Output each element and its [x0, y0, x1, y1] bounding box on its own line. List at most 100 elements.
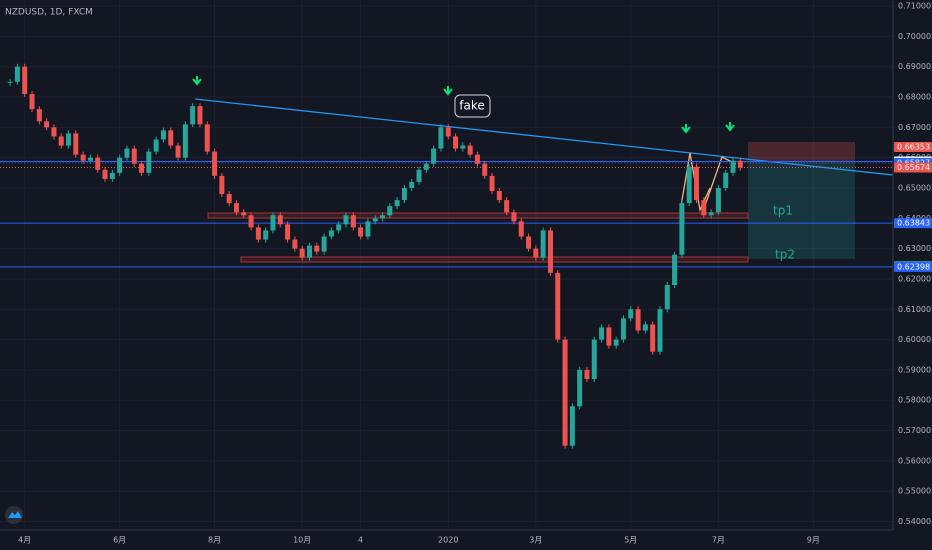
- down-arrow: [681, 124, 691, 134]
- candle: [204, 124, 210, 152]
- candle: [562, 339, 568, 446]
- x-tick-label: 8月: [208, 536, 221, 545]
- target-zone: [748, 162, 855, 259]
- candle: [29, 93, 35, 110]
- candle: [343, 215, 349, 225]
- x-tick-label: 4月: [18, 536, 31, 545]
- candle: [321, 236, 327, 252]
- candle: [467, 145, 473, 155]
- candle: [160, 130, 166, 140]
- candles: [7, 63, 743, 449]
- price-tag: [894, 141, 932, 152]
- candle: [124, 148, 130, 158]
- support-zone: [207, 212, 749, 219]
- candle: [153, 139, 159, 152]
- candle: [233, 203, 239, 213]
- candle: [299, 248, 305, 258]
- price-tag-label: 0.65674: [897, 163, 930, 172]
- candle: [701, 200, 707, 216]
- candle: [409, 181, 415, 188]
- candle: [620, 318, 626, 340]
- price-tag-label: 0.66353: [897, 142, 930, 151]
- y-tick-label: 0.55000: [898, 487, 931, 496]
- candle: [226, 194, 232, 204]
- candle: [285, 224, 291, 240]
- candle: [489, 175, 495, 192]
- candle: [416, 169, 422, 182]
- candle: [657, 309, 663, 352]
- candle: [109, 172, 115, 179]
- x-tick-label: 7月: [712, 536, 725, 545]
- candle: [650, 324, 656, 352]
- price-tag-label: 0.62398: [897, 262, 930, 271]
- candle: [569, 406, 575, 446]
- y-tick-label: 0.71000: [898, 2, 931, 11]
- candle: [599, 327, 605, 340]
- candle: [80, 154, 86, 161]
- candle: [672, 254, 678, 286]
- price-tag-label: 0.63843: [897, 219, 930, 228]
- candle: [423, 163, 429, 170]
- candle: [708, 212, 714, 216]
- candle: [723, 172, 729, 188]
- candle: [518, 221, 524, 237]
- candle: [219, 175, 225, 195]
- candle: [715, 187, 721, 213]
- candle: [628, 309, 634, 319]
- stop-zone: [748, 142, 855, 162]
- y-tick-label: 0.61000: [898, 305, 931, 314]
- candle: [197, 106, 203, 125]
- candle: [380, 215, 386, 219]
- candle: [212, 151, 218, 176]
- candle: [7, 81, 13, 83]
- candle: [737, 160, 743, 168]
- candle: [693, 166, 699, 201]
- candle: [635, 309, 641, 331]
- candle: [642, 324, 648, 331]
- candle: [474, 154, 480, 164]
- candle: [277, 215, 283, 225]
- candle: [358, 227, 364, 237]
- candle: [14, 66, 20, 82]
- candle: [365, 221, 371, 237]
- candle: [591, 339, 597, 380]
- candle: [394, 200, 400, 207]
- x-tick-label: 6月: [113, 536, 126, 545]
- y-tick-label: 0.67000: [898, 123, 931, 132]
- candle: [438, 127, 444, 149]
- y-tick-label: 0.59000: [898, 365, 931, 374]
- candle: [131, 148, 137, 164]
- candle: [445, 127, 451, 137]
- candle: [263, 230, 269, 240]
- candle: [292, 239, 298, 249]
- candle: [58, 136, 64, 146]
- candle: [255, 227, 261, 240]
- candle: [613, 339, 619, 346]
- trend-line: [194, 98, 894, 176]
- candle: [431, 148, 437, 164]
- candle: [36, 109, 42, 122]
- candle: [328, 230, 334, 237]
- annotation: fake: [459, 99, 484, 113]
- candle: [533, 248, 539, 258]
- y-tick-label: 0.63000: [898, 244, 931, 253]
- candle: [146, 151, 152, 173]
- down-arrow: [725, 122, 735, 132]
- candle: [540, 230, 546, 258]
- candle: [66, 133, 72, 146]
- candle: [387, 206, 393, 216]
- annotation: tp2: [775, 248, 795, 262]
- candle: [606, 327, 612, 346]
- candle: [460, 145, 466, 149]
- candle: [168, 130, 174, 146]
- candle: [555, 272, 561, 340]
- candle: [87, 157, 93, 161]
- candle: [526, 236, 532, 249]
- candle: [22, 66, 28, 94]
- candle: [248, 215, 254, 228]
- candle: [679, 203, 685, 255]
- candle: [175, 145, 181, 158]
- down-arrow: [443, 86, 453, 96]
- annotation: tp1: [773, 204, 793, 218]
